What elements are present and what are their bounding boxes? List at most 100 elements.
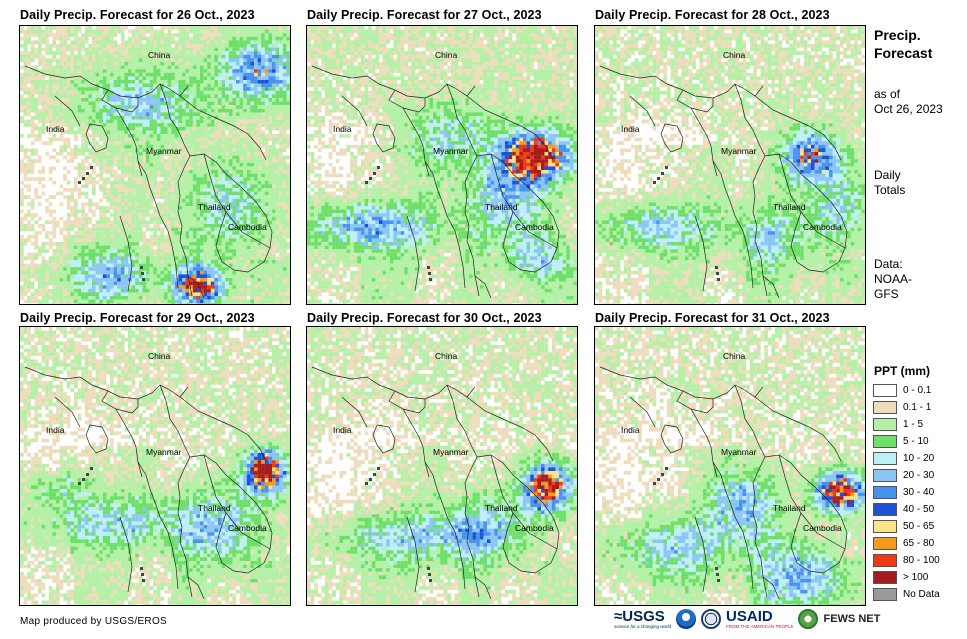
legend-swatch (873, 468, 897, 482)
map-panel-6: China India Myanmar Thailand Cambodia (594, 326, 866, 606)
legend-label: 80 - 100 (903, 555, 940, 566)
map-label-thailand: Thailand (773, 202, 806, 212)
precip-raster (595, 26, 865, 304)
map-panel-1: China India Myanmar Thailand Cambodia (19, 25, 291, 305)
precip-raster (307, 26, 577, 304)
legend-swatch (873, 519, 897, 533)
map-label-myanmar: Myanmar (721, 447, 757, 457)
legend-swatch (873, 400, 897, 414)
map-label-cambodia: Cambodia (515, 523, 554, 533)
coastline-islands (78, 467, 145, 582)
legend-label: 50 - 65 (903, 521, 934, 532)
legend-swatch (873, 502, 897, 516)
legend-item: 30 - 40 (873, 484, 940, 500)
precip-raster (307, 327, 577, 605)
precip-map: China India Myanmar Thailand Cambodia (20, 327, 290, 605)
fews-net-logo: FEWS NET (823, 613, 880, 625)
map-label-china: China (723, 50, 745, 60)
daily-label: Daily (874, 168, 901, 183)
panel-title-4: Daily Precip. Forecast for 29 Oct., 2023 (20, 311, 255, 325)
map-label-china: China (148, 351, 170, 361)
data-source-line3: GFS (874, 287, 899, 302)
map-label-india: India (621, 425, 640, 435)
country-borders (311, 366, 560, 600)
map-label-cambodia: Cambodia (228, 222, 267, 232)
usaid-logo: USAID FROM THE AMERICAN PEOPLE (726, 609, 793, 629)
totals-label: Totals (874, 183, 905, 198)
map-label-cambodia: Cambodia (228, 523, 267, 533)
map-label-myanmar: Myanmar (146, 447, 182, 457)
panel-title-6: Daily Precip. Forecast for 31 Oct., 2023 (595, 311, 830, 325)
coastline-islands (653, 467, 720, 582)
legend-item: 0.1 - 1 (873, 399, 940, 415)
map-label-india: India (621, 124, 640, 134)
legend-swatch (873, 570, 897, 584)
map-label-china: China (148, 50, 170, 60)
coastline-islands (365, 467, 432, 582)
map-label-thailand: Thailand (198, 503, 231, 513)
as-of-label: as of (874, 87, 900, 102)
legend-swatch (873, 536, 897, 550)
map-label-thailand: Thailand (485, 202, 518, 212)
map-panel-3: China India Myanmar Thailand Cambodia (594, 25, 866, 305)
legend-item: 65 - 80 (873, 535, 940, 551)
legend-label: 1 - 5 (903, 419, 923, 430)
map-panel-5: China India Myanmar Thailand Cambodia (306, 326, 578, 606)
map-label-india: India (46, 425, 65, 435)
data-source-label: Data: (874, 257, 903, 272)
as-of-date: Oct 26, 2023 (874, 102, 943, 117)
coastline-islands (653, 166, 720, 281)
map-label-myanmar: Myanmar (433, 146, 469, 156)
map-label-thailand: Thailand (485, 503, 518, 513)
doi-seal-logo (701, 609, 722, 629)
legend-label: 65 - 80 (903, 538, 934, 549)
logo-strip: ≈USGS science for a changing world USAID… (614, 606, 880, 632)
legend-label: No Data (903, 589, 940, 600)
legend-swatch (873, 434, 897, 448)
data-source-line2: NOAA- (874, 272, 912, 287)
legend-swatch (873, 485, 897, 499)
legend-item: No Data (873, 586, 940, 602)
map-panel-4: China India Myanmar Thailand Cambodia (19, 326, 291, 606)
map-panel-2: China India Myanmar Thailand Cambodia (306, 25, 578, 305)
country-borders (599, 366, 848, 600)
legend-item: 1 - 5 (873, 416, 940, 432)
country-borders (24, 65, 273, 299)
map-label-china: China (723, 351, 745, 361)
legend-label: 40 - 50 (903, 504, 934, 515)
legend-item: 50 - 65 (873, 518, 940, 534)
panel-title-2: Daily Precip. Forecast for 27 Oct., 2023 (307, 8, 542, 22)
country-borders (311, 65, 560, 299)
legend-swatch (873, 587, 897, 601)
map-credit: Map produced by USGS/EROS (20, 616, 167, 627)
fews-globe-icon (798, 609, 819, 629)
map-label-india: India (333, 425, 352, 435)
panel-title-3: Daily Precip. Forecast for 28 Oct., 2023 (595, 8, 830, 22)
legend-swatch (873, 553, 897, 567)
legend-label: 0.1 - 1 (903, 402, 931, 413)
map-label-thailand: Thailand (198, 202, 231, 212)
precip-raster (595, 327, 865, 605)
precip-map: China India Myanmar Thailand Cambodia (595, 26, 865, 304)
map-label-cambodia: Cambodia (803, 523, 842, 533)
legend-item: 10 - 20 (873, 450, 940, 466)
precip-raster (20, 26, 290, 304)
map-label-thailand: Thailand (773, 503, 806, 513)
map-label-china: China (435, 50, 457, 60)
precip-map: China India Myanmar Thailand Cambodia (20, 26, 290, 304)
precip-legend: 0 - 0.1 0.1 - 1 1 - 5 5 - 10 10 - 20 20 - 30 3… (873, 382, 940, 603)
legend-label: > 100 (903, 572, 928, 583)
noaa-logo (676, 609, 697, 629)
legend-swatch (873, 451, 897, 465)
map-label-myanmar: Myanmar (146, 146, 182, 156)
legend-label: 20 - 30 (903, 470, 934, 481)
coastline-islands (78, 166, 145, 281)
country-borders (599, 65, 848, 299)
country-borders (24, 366, 273, 600)
legend-swatch (873, 417, 897, 431)
legend-title: PPT (mm) (874, 364, 930, 378)
legend-item: 80 - 100 (873, 552, 940, 568)
map-label-china: China (435, 351, 457, 361)
coastline-islands (365, 166, 432, 281)
legend-label: 30 - 40 (903, 487, 934, 498)
